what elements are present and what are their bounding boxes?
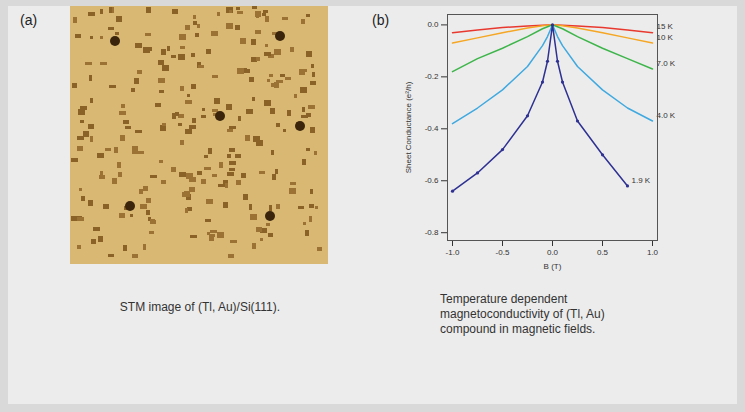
svg-text:Sheet Conductance (e²/h): Sheet Conductance (e²/h) xyxy=(404,81,413,173)
svg-text:4.0 K: 4.0 K xyxy=(657,111,676,120)
svg-text:1.9 K: 1.9 K xyxy=(632,176,651,185)
svg-text:1.0: 1.0 xyxy=(647,248,659,257)
svg-text:10 K: 10 K xyxy=(657,33,674,42)
svg-text:0.5: 0.5 xyxy=(597,248,609,257)
svg-text:7.0 K: 7.0 K xyxy=(657,59,676,68)
svg-text:-1.0: -1.0 xyxy=(446,248,460,257)
svg-text:-0.8: -0.8 xyxy=(425,228,439,237)
svg-text:0.0: 0.0 xyxy=(547,248,559,257)
svg-text:-0.2: -0.2 xyxy=(425,72,439,81)
svg-text:15 K: 15 K xyxy=(657,22,674,31)
svg-text:-0.6: -0.6 xyxy=(425,176,439,185)
svg-text:B (T): B (T) xyxy=(544,262,562,271)
html-text:STM image of (Tl, Au)/Si(111).: STM image of (Tl, Au)/Si(111). xyxy=(119,300,281,314)
svg-text:-0.4: -0.4 xyxy=(425,124,439,133)
svg-text:0.0: 0.0 xyxy=(427,20,439,29)
html-text:(a): (a) xyxy=(20,12,38,28)
html-text:(b): (b) xyxy=(372,12,390,28)
svg-text:-0.5: -0.5 xyxy=(496,248,510,257)
html-text:Temperature dependent magnetoc: Temperature dependent magnetoconductivit… xyxy=(440,292,605,336)
